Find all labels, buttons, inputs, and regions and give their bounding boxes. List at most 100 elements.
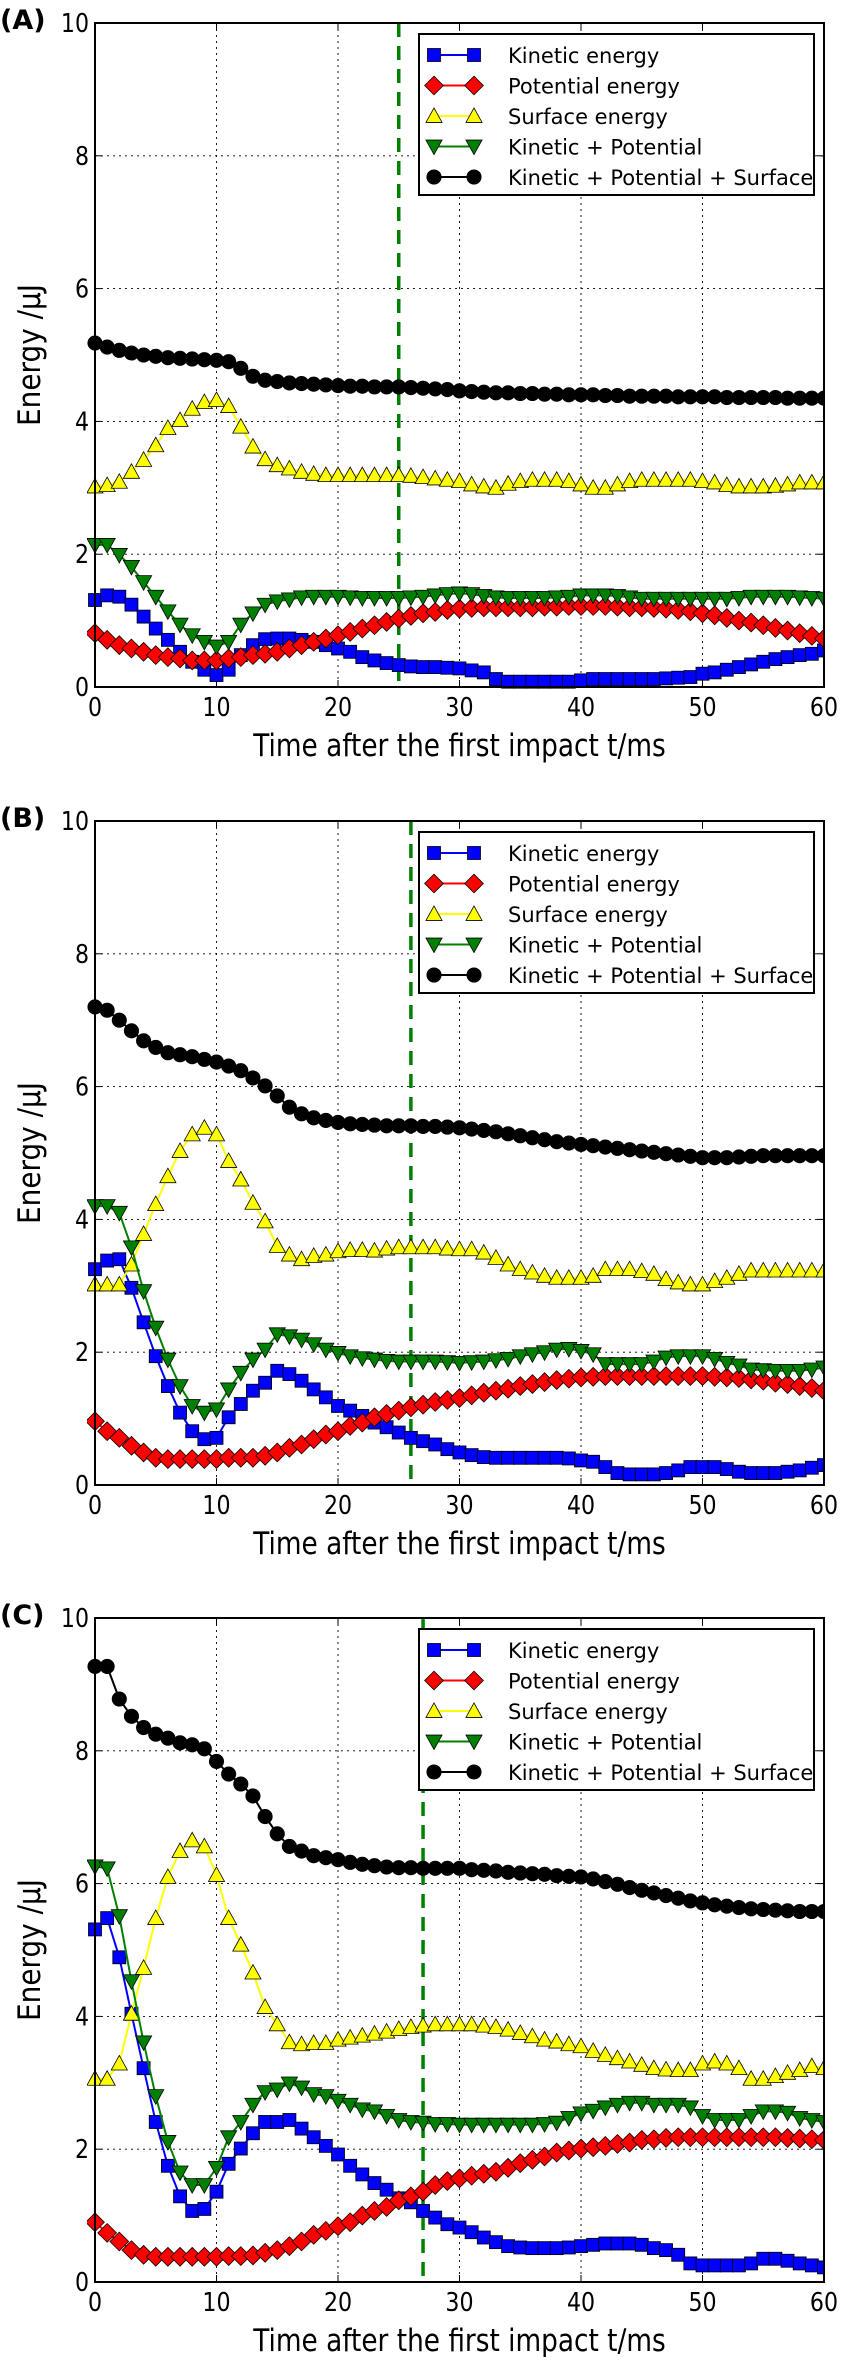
data-point (499, 2020, 517, 2037)
data-point (561, 2240, 576, 2255)
data-point (317, 589, 335, 606)
data-point (268, 2082, 286, 2099)
data-point (487, 590, 505, 607)
plot-area (87, 1618, 824, 2282)
y-tick-label: 6 (75, 1072, 89, 1102)
data-point (475, 1354, 493, 1371)
data-point (377, 1353, 396, 1370)
axes-frame (94, 22, 825, 688)
data-point (304, 589, 323, 606)
data-point (620, 472, 639, 489)
data-point (147, 1320, 165, 1337)
data-point (574, 1453, 588, 1468)
data-point (729, 610, 749, 631)
data-point (402, 1238, 420, 1255)
legend-label: Kinetic + Potential (508, 1731, 702, 1755)
data-point (134, 451, 153, 467)
data-point (462, 587, 481, 603)
data-point (622, 672, 637, 686)
data-point (683, 670, 698, 684)
data-point (402, 2018, 420, 2034)
legend-marker (425, 937, 443, 954)
data-point (656, 598, 676, 619)
data-point (659, 671, 673, 686)
data-point (608, 2049, 627, 2066)
legend-label: Potential energy (508, 1670, 680, 1694)
data-point (525, 1450, 540, 1465)
x-tick-label: 30 (445, 2287, 473, 2317)
data-point (428, 2210, 443, 2225)
data-point (523, 2117, 542, 2134)
legend-entry: Surface energy (425, 105, 668, 129)
data-point (134, 575, 153, 591)
data-point (219, 635, 238, 651)
panel-b: (B) 0 10 20 30 40 50 60 0 2 4 6 8 10 Time after the fi… (0, 803, 838, 1562)
data-point (185, 1424, 200, 1439)
data-point (560, 1342, 578, 1358)
data-point (428, 1437, 443, 1452)
data-point (608, 2097, 627, 2114)
data-point (426, 1238, 444, 1255)
y-axis-label: Energy /μJ (12, 1082, 48, 1224)
y-tick-label: 6 (75, 274, 89, 304)
data-point (414, 1354, 432, 1371)
data-point (365, 466, 384, 483)
data-point (462, 475, 481, 492)
data-point (790, 590, 809, 607)
data-point (110, 548, 129, 564)
data-point (778, 1363, 797, 1380)
panel-a: (A) 0 10 20 30 40 50 60 0 2 4 6 8 10 Time after the fi… (0, 5, 838, 764)
data-point (729, 1368, 749, 1389)
data-point (511, 472, 529, 489)
data-point (98, 538, 116, 554)
data-point (280, 592, 299, 609)
data-point (464, 2225, 479, 2240)
legend-marker (466, 169, 482, 185)
legend-marker (426, 967, 442, 983)
data-point (111, 1012, 127, 1028)
data-point (233, 1776, 249, 1792)
data-point (754, 2069, 772, 2086)
data-point (730, 477, 748, 494)
data-point (560, 2111, 578, 2127)
data-point (232, 1935, 250, 1952)
data-point (719, 1462, 734, 1476)
data-point (377, 1239, 396, 1256)
plot-area (87, 821, 824, 1485)
data-point (572, 1268, 590, 1285)
data-point (294, 1373, 309, 1388)
data-point (402, 466, 420, 483)
data-point (355, 2167, 370, 2182)
data-point (803, 473, 821, 490)
data-point (246, 1383, 260, 1398)
data-point (693, 472, 712, 489)
data-point (110, 472, 129, 489)
data-point (645, 591, 663, 608)
data-point (258, 632, 273, 647)
data-point (683, 2256, 698, 2271)
data-point (511, 2024, 529, 2040)
data-point (499, 591, 517, 607)
data-point (511, 1260, 529, 1277)
data-point (367, 653, 382, 668)
x-tick-label: 40 (567, 2287, 595, 2317)
legend-marker (465, 107, 483, 123)
data-point (659, 1466, 673, 1480)
data-point (122, 1240, 141, 1257)
data-point (426, 588, 444, 605)
data-point (499, 1255, 517, 1272)
data-point (269, 1826, 285, 1842)
data-point (705, 591, 724, 608)
x-tick-label: 0 (88, 692, 102, 722)
data-point (219, 2130, 238, 2147)
panel-label: (B) (0, 803, 45, 834)
data-point (647, 1467, 661, 1482)
data-point (367, 2176, 382, 2190)
data-point (744, 2256, 758, 2271)
data-point (669, 1273, 687, 1290)
series-kinetic-potential-surface (87, 335, 824, 406)
data-point (438, 587, 457, 603)
data-point (122, 2004, 141, 2021)
data-point (414, 2016, 432, 2033)
data-point (499, 2117, 517, 2134)
